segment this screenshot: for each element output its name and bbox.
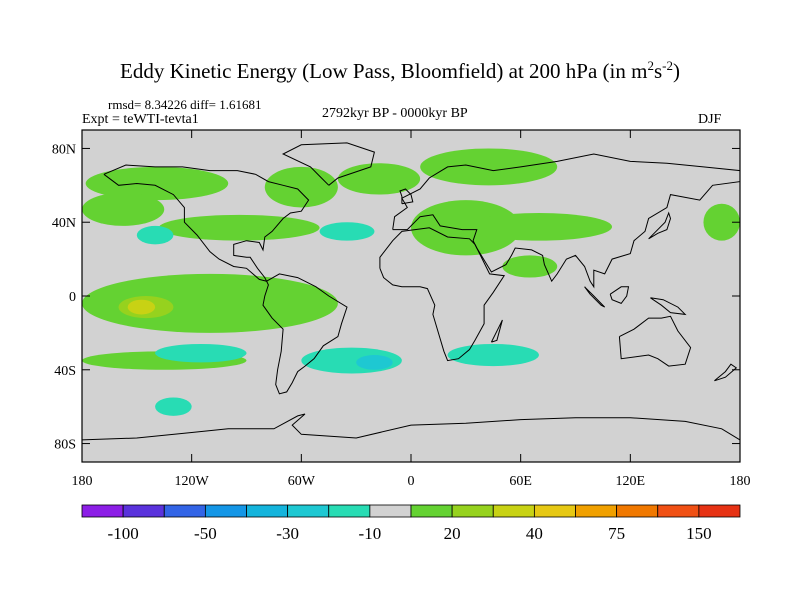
coast-new-guinea xyxy=(650,297,687,316)
colorbar-swatch-11 xyxy=(533,504,576,518)
anomaly-region-7 xyxy=(465,213,613,241)
anomaly-region-18 xyxy=(155,343,247,363)
anomaly-region-0 xyxy=(85,166,229,201)
anomaly-region-17 xyxy=(319,222,375,241)
colorbar-label-6: 75 xyxy=(608,524,625,543)
title-unit-s: s xyxy=(653,59,663,83)
anomaly-region-5 xyxy=(420,148,558,186)
colorbar-swatch-8 xyxy=(410,504,453,518)
colorbar-swatch-3 xyxy=(204,504,247,518)
colorbar-swatch-14 xyxy=(657,504,700,518)
colorbar-label-7: 150 xyxy=(686,524,712,543)
y-tick-label-3: 40S xyxy=(54,364,76,379)
colorbar-swatch-2 xyxy=(163,504,206,518)
coast-uk xyxy=(399,188,414,205)
colorbar-label-1: -50 xyxy=(194,524,217,543)
colorbar-swatch-7 xyxy=(369,504,412,518)
x-tick-label-4: 60E xyxy=(509,474,532,489)
anomaly-region-6 xyxy=(411,200,521,256)
anomaly-region-20 xyxy=(155,397,192,416)
x-tick-label-1: 120W xyxy=(175,474,210,489)
chart-title: Eddy Kinetic Energy (Low Pass, Bloomfiel… xyxy=(0,58,800,84)
colorbar-swatch-0 xyxy=(81,504,124,518)
coast-madagascar xyxy=(490,319,503,343)
anomaly-region-4 xyxy=(337,163,421,195)
colorbar-swatch-12 xyxy=(575,504,618,518)
colorbar-swatch-6 xyxy=(328,504,371,518)
title-main: Eddy Kinetic Energy (Low Pass, Bloomfiel… xyxy=(120,59,648,83)
colorbar-swatch-15 xyxy=(698,504,741,518)
coast-africa xyxy=(379,227,506,362)
anomaly-region-1 xyxy=(82,192,165,226)
title-superscript-1: 2 xyxy=(647,58,654,73)
anomaly-region-12 xyxy=(127,299,156,315)
colorbar-label-4: 20 xyxy=(444,524,461,543)
title-superscript-2: -2 xyxy=(662,58,673,73)
colorbar-swatch-5 xyxy=(287,504,330,518)
coast-japan xyxy=(648,211,672,240)
coast-south-america xyxy=(262,273,348,395)
anomaly-region-3 xyxy=(264,166,338,208)
coast-greenland xyxy=(281,142,375,186)
colorbar-label-3: -10 xyxy=(359,524,382,543)
y-tick-label-0: 80N xyxy=(52,142,76,157)
anomaly-region-19 xyxy=(447,343,539,367)
coast-australia xyxy=(618,315,692,367)
season-label: DJF xyxy=(698,112,722,127)
title-close: ) xyxy=(672,59,680,83)
coast-borneo xyxy=(609,286,630,305)
colorbar-swatch-13 xyxy=(616,504,659,518)
colorbar-label-0: -100 xyxy=(108,524,139,543)
coast-north-america xyxy=(103,164,310,282)
colorbar-swatch-4 xyxy=(246,504,289,518)
y-tick-label-1: 40N xyxy=(52,216,76,231)
coast-antarctica xyxy=(81,413,741,441)
colorbar-label-2: -30 xyxy=(276,524,299,543)
y-tick-label-4: 80S xyxy=(54,438,76,453)
colorbar-swatch-10 xyxy=(492,504,535,518)
colorbar-swatch-1 xyxy=(122,504,165,518)
coast-sumatra xyxy=(584,286,606,308)
x-tick-label-3: 0 xyxy=(408,474,415,489)
period-label: 2792kyr BP - 0000kyr BP xyxy=(322,106,468,121)
x-tick-label-6: 180 xyxy=(730,474,751,489)
colorbar-swatch-9 xyxy=(451,504,494,518)
colorbar-label-5: 40 xyxy=(526,524,543,543)
anomaly-region-15 xyxy=(356,355,393,370)
coast-eurasia xyxy=(392,153,741,289)
anomaly-region-9 xyxy=(703,203,740,241)
rmsd-diff-stats: rmsd= 8.34226 diff= 1.61681 xyxy=(108,97,262,112)
experiment-label: Expt = teWTI-tevta1 xyxy=(82,112,199,127)
coast-new-zealand xyxy=(714,363,738,382)
anomaly-region-2 xyxy=(158,214,320,241)
x-tick-label-2: 60W xyxy=(288,474,316,489)
y-tick-label-2: 0 xyxy=(69,290,76,305)
x-tick-label-5: 120E xyxy=(616,474,646,489)
anomaly-region-16 xyxy=(136,225,174,245)
x-tick-label-0: 180 xyxy=(72,474,93,489)
